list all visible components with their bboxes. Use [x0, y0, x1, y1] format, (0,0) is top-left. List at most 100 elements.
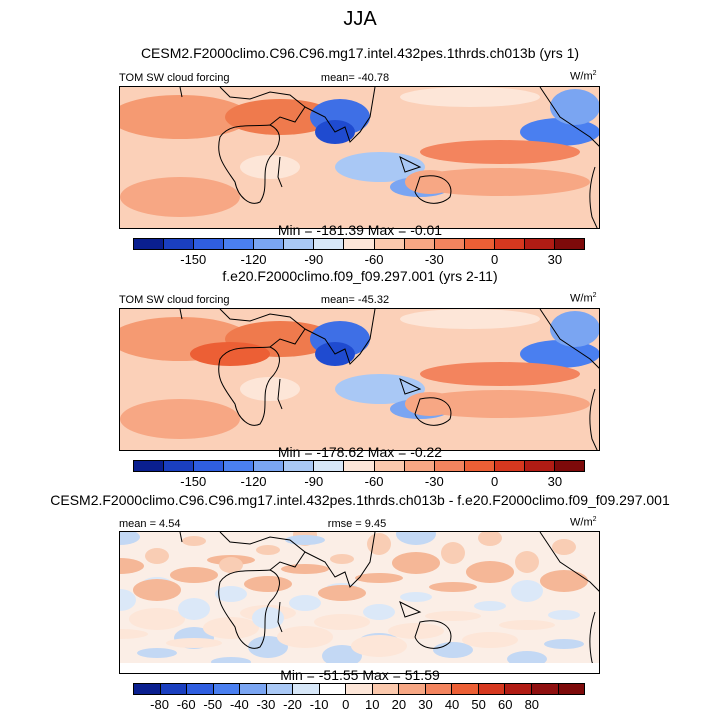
diff-region [478, 532, 502, 546]
colorbar-tick-label: -30 [424, 474, 444, 489]
panel1-variable-label: TOM SW cloud forcing [119, 72, 230, 84]
panel3-units-text: W/m [570, 516, 593, 529]
coastline [589, 166, 598, 228]
colorbar-tick-label: -30 [256, 697, 276, 712]
diff-region [466, 561, 514, 583]
diff-region [318, 585, 366, 601]
colorbar-cell [319, 684, 347, 694]
field-region [420, 362, 580, 386]
coastline [414, 397, 452, 426]
diff-region [277, 626, 333, 648]
diff-region [548, 610, 580, 620]
diff-region [392, 552, 440, 574]
colorbar-cell [164, 461, 195, 471]
diff-region [355, 573, 403, 583]
diff-region [474, 601, 506, 611]
colorbar-cell [404, 239, 435, 249]
colorbar-cell [554, 239, 584, 249]
colorbar-cell [399, 684, 426, 694]
colorbar-cell [284, 461, 315, 471]
colorbar-cell [494, 461, 525, 471]
panel3-colorbar-labels: -80 -60 -50 -40 -30 -20 -10 0 10 20 30 40 50 60 80 [133, 697, 585, 713]
colorbar-cell [134, 461, 165, 471]
colorbar-tick-label: 30 [547, 252, 563, 267]
colorbar-tick-label: -80 [150, 697, 169, 712]
panel1-units-text: W/m [570, 70, 593, 83]
panel3-mean-label: mean = 4.54 [119, 518, 181, 530]
field-region [405, 392, 455, 416]
figure-title: JJA [343, 8, 377, 30]
field-region [240, 155, 300, 179]
colorbar-cell [134, 684, 161, 694]
colorbar-cell [464, 461, 495, 471]
colorbar-cell [240, 684, 267, 694]
colorbar-tick-label: -90 [304, 474, 324, 489]
diff-region [322, 645, 362, 663]
colorbar-tick-label: 30 [547, 474, 563, 489]
colorbar-cell [554, 461, 584, 471]
colorbar-cell [187, 684, 214, 694]
diff-region [507, 651, 547, 663]
diff-region [544, 639, 584, 649]
colorbar-cell [254, 239, 285, 249]
colorbar-cell [266, 684, 294, 694]
field-region [400, 87, 540, 107]
diff-region [462, 632, 518, 648]
panel1-colorbar-labels: -150 -120 -90 -60 -30 0 30 [133, 252, 585, 268]
coastline [399, 156, 422, 173]
colorbar-tick-label: -60 [364, 252, 384, 267]
colorbar-tick-label: 0 [490, 252, 499, 267]
colorbar-cell [314, 239, 345, 249]
field-region [410, 390, 590, 418]
colorbar-cell [374, 239, 405, 249]
cloud-region [520, 340, 599, 368]
colorbar-cell [372, 684, 400, 694]
colorbar-cell [558, 684, 585, 694]
diff-region [433, 642, 473, 658]
colorbar-tick-label: -50 [203, 697, 223, 712]
colorbar-tick-label: -120 [240, 252, 267, 267]
colorbar-tick-label: 0 [490, 474, 499, 489]
colorbar-cell [284, 239, 315, 249]
diff-region [314, 614, 370, 630]
diff-region [215, 586, 247, 602]
coastline [218, 569, 280, 649]
field-region [400, 309, 540, 329]
diff-region [540, 570, 588, 592]
coastline [539, 87, 599, 147]
panel2-units-text: W/m [570, 292, 593, 305]
diff-region [499, 620, 555, 630]
colorbar-cell [434, 239, 465, 249]
colorbar-cell [531, 684, 559, 694]
panel1-mean-label: mean= -40.78 [320, 72, 390, 84]
diff-region [244, 576, 292, 592]
colorbar-tick-label: -120 [240, 474, 267, 489]
coastline [219, 309, 306, 348]
diff-region [120, 558, 144, 574]
colorbar-cell [478, 684, 506, 694]
panel2-title: f.e20.F2000climo.f09_f09.297.001 (yrs 2-… [222, 268, 498, 284]
diff-region [515, 551, 539, 573]
colorbar-tick-label: -90 [304, 252, 324, 267]
colorbar-cell [452, 684, 479, 694]
coastline [277, 378, 283, 410]
panel1-colorbar [133, 238, 585, 250]
colorbar-cell [224, 239, 255, 249]
diff-region [170, 567, 218, 583]
diff-region [367, 533, 391, 555]
coastline [589, 611, 596, 663]
colorbar-tick-label: -60 [364, 474, 384, 489]
panel2-mean-label: mean= -45.32 [320, 294, 390, 306]
panel1-map [119, 86, 600, 229]
panel2-variable-label: TOM SW cloud forcing [119, 294, 230, 306]
cloud-region [550, 311, 599, 347]
colorbar-tick-label: -40 [229, 697, 249, 712]
colorbar-tick-label: 20 [391, 697, 407, 712]
diff-region [281, 564, 329, 574]
panel3-map-svg [120, 532, 599, 663]
colorbar-cell [404, 461, 435, 471]
diff-region [351, 635, 407, 657]
diff-region [330, 554, 354, 564]
panel1-units: W/m2 [570, 70, 597, 83]
coastline [219, 87, 306, 126]
